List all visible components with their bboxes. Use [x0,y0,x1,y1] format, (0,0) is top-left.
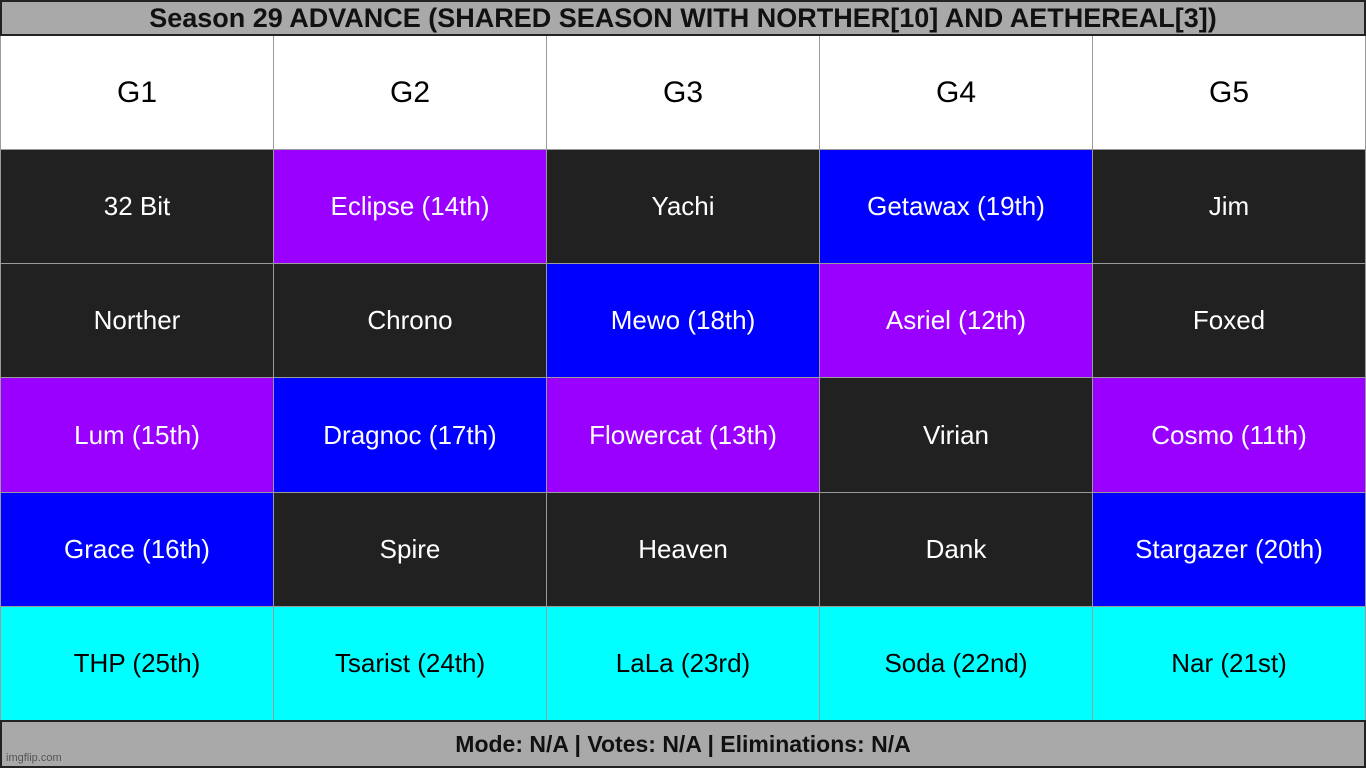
group-header-g3: G3 [547,36,819,150]
contestant-cell: Norther [1,264,273,378]
contestant-cell: Virian [820,378,1092,492]
contestant-cell: THP (25th) [1,606,273,720]
page-title: Season 29 ADVANCE (SHARED SEASON WITH NO… [149,2,1217,33]
group-header-g4: G4 [820,36,1092,150]
contestant-cell: Chrono [274,264,546,378]
contestant-cell: Getawax (19th) [820,150,1092,264]
contestant-grid: G1 G2 G3 G4 G5 32 Bit Eclipse (14th) Yac… [0,36,1366,720]
contestant-cell: Mewo (18th) [547,264,819,378]
contestant-cell: Dank [820,492,1092,606]
status-footer: Mode: N/A | Votes: N/A | Eliminations: N… [0,720,1366,768]
contestant-cell: Yachi [547,150,819,264]
title-bar: Season 29 ADVANCE (SHARED SEASON WITH NO… [0,0,1366,36]
contestant-cell: Cosmo (11th) [1093,378,1365,492]
contestant-cell: Tsarist (24th) [274,606,546,720]
contestant-cell: Jim [1093,150,1365,264]
contestant-cell: Flowercat (13th) [547,378,819,492]
contestant-cell: Eclipse (14th) [274,150,546,264]
contestant-cell: LaLa (23rd) [547,606,819,720]
contestant-cell: Heaven [547,492,819,606]
contestant-cell: Foxed [1093,264,1365,378]
contestant-cell: Lum (15th) [1,378,273,492]
imgflip-watermark: imgflip.com [6,752,62,764]
contestant-cell: Nar (21st) [1093,606,1365,720]
group-header-g1: G1 [1,36,273,150]
contestant-cell: Grace (16th) [1,492,273,606]
contestant-cell: Dragnoc (17th) [274,378,546,492]
group-header-g2: G2 [274,36,546,150]
contestant-cell: Stargazer (20th) [1093,492,1365,606]
contestant-cell: Spire [274,492,546,606]
status-summary: Mode: N/A | Votes: N/A | Eliminations: N… [455,730,911,757]
group-header-g5: G5 [1093,36,1365,150]
contestant-cell: Soda (22nd) [820,606,1092,720]
contestant-cell: Asriel (12th) [820,264,1092,378]
contestant-cell: 32 Bit [1,150,273,264]
